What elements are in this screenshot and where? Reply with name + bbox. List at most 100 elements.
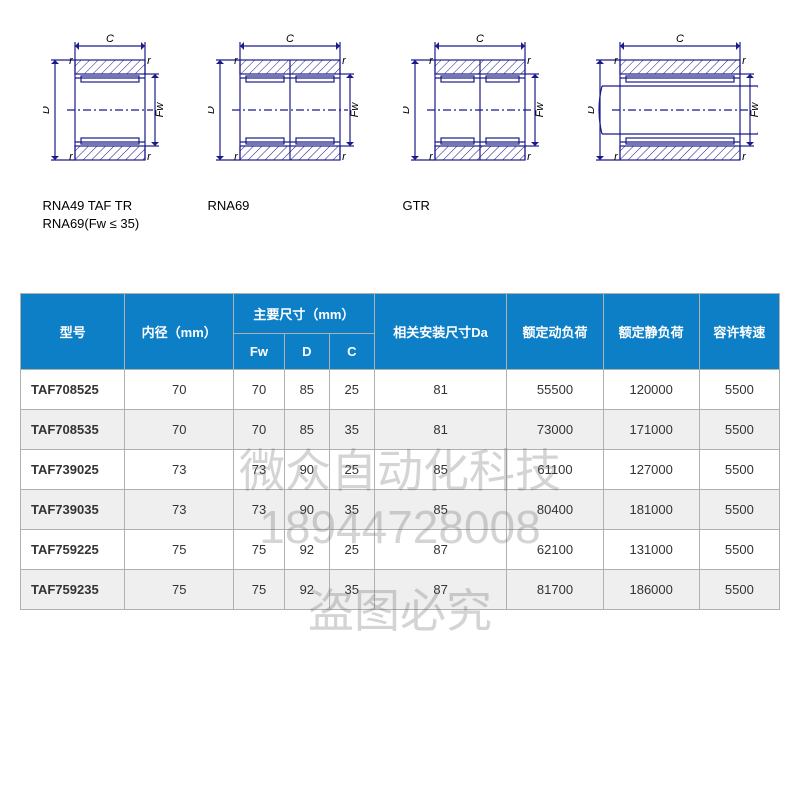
cell-c: 35 [329,570,374,610]
cell-fw: 70 [234,410,285,450]
svg-text:r: r [234,151,239,163]
cell-stat: 181000 [603,490,699,530]
cell-da: 87 [374,530,507,570]
cell-inner: 73 [125,490,234,530]
cell-fw: 70 [234,370,285,410]
table-row: TAF7592357575923587817001860005500 [21,570,780,610]
cell-spd: 5500 [699,410,779,450]
cell-dyn: 73000 [507,410,603,450]
table-row: TAF7390357373903585804001810005500 [21,490,780,530]
diagram-block: CDFwrrrrGTR [403,30,543,215]
svg-text:Fw: Fw [749,102,758,118]
cell-da: 85 [374,490,507,530]
cell-model: TAF739025 [21,450,125,490]
cell-model: TAF759225 [21,530,125,570]
svg-text:r: r [69,151,74,163]
cell-spd: 5500 [699,370,779,410]
svg-text:D: D [208,106,217,114]
svg-text:D: D [43,106,52,114]
col-inner-dia: 内径（mm） [125,294,234,370]
svg-text:C: C [106,33,114,45]
diagram-block: CDFwrrrrRNA69 [208,30,358,215]
cell-dyn: 62100 [507,530,603,570]
bearing-diagram: CDFwrrrr [403,30,543,180]
cell-inner: 70 [125,410,234,450]
cell-model: TAF759235 [21,570,125,610]
svg-text:r: r [614,55,619,67]
col-speed: 容许转速 [699,294,779,370]
cell-stat: 127000 [603,450,699,490]
cell-c: 25 [329,530,374,570]
table-row: TAF7592257575922587621001310005500 [21,530,780,570]
cell-fw: 75 [234,570,285,610]
svg-text:r: r [527,151,532,163]
cell-d: 92 [284,570,329,610]
svg-text:r: r [614,151,619,163]
cell-c: 25 [329,450,374,490]
col-d: D [284,334,329,370]
col-install-da: 相关安装尺寸Da [374,294,507,370]
svg-text:r: r [429,55,434,67]
cell-spd: 5500 [699,490,779,530]
table-row: TAF7085357070853581730001710005500 [21,410,780,450]
cell-stat: 186000 [603,570,699,610]
cell-da: 81 [374,370,507,410]
cell-fw: 73 [234,490,285,530]
cell-stat: 171000 [603,410,699,450]
col-fw: Fw [234,334,285,370]
bearing-diagram: CDFwrrrr [43,30,163,180]
diagram-label: GTR [403,197,543,215]
cell-da: 81 [374,410,507,450]
cell-inner: 75 [125,530,234,570]
col-dyn-load: 额定动负荷 [507,294,603,370]
svg-text:r: r [742,55,747,67]
cell-da: 85 [374,450,507,490]
cell-spd: 5500 [699,570,779,610]
cell-inner: 75 [125,570,234,610]
cell-dyn: 55500 [507,370,603,410]
svg-text:r: r [429,151,434,163]
cell-spd: 5500 [699,450,779,490]
bearing-diagram: CDFwrrrr [208,30,358,180]
cell-model: TAF739035 [21,490,125,530]
table-row: TAF7390257373902585611001270005500 [21,450,780,490]
table-body: TAF7085257070852581555001200005500TAF708… [21,370,780,610]
svg-text:D: D [403,106,412,114]
col-static-load: 额定静负荷 [603,294,699,370]
diagram-block: DhCDFwrrrr [588,30,758,185]
cell-spd: 5500 [699,530,779,570]
table-header: 型号 内径（mm） 主要尺寸（mm） 相关安装尺寸Da 额定动负荷 额定静负荷 … [21,294,780,370]
cell-d: 90 [284,450,329,490]
cell-d: 85 [284,410,329,450]
cell-dyn: 61100 [507,450,603,490]
cell-inner: 73 [125,450,234,490]
cell-c: 35 [329,410,374,450]
diagram-label: RNA69 [208,197,358,215]
cell-dyn: 81700 [507,570,603,610]
cell-c: 35 [329,490,374,530]
cell-inner: 70 [125,370,234,410]
cell-da: 87 [374,570,507,610]
svg-text:r: r [147,55,152,67]
svg-text:Fw: Fw [534,102,543,118]
col-c: C [329,334,374,370]
svg-text:r: r [342,151,347,163]
svg-text:Fw: Fw [349,102,358,118]
col-model: 型号 [21,294,125,370]
diagrams-row: C D Fw r r r r RNA49 TAF TRRNA69(Fw ≤ 35) C D Fw r r… [0,0,800,243]
cell-c: 25 [329,370,374,410]
cell-fw: 75 [234,530,285,570]
cell-fw: 73 [234,450,285,490]
svg-text:C: C [286,33,294,45]
spec-table: 型号 内径（mm） 主要尺寸（mm） 相关安装尺寸Da 额定动负荷 额定静负荷 … [20,293,780,610]
bearing-diagram: DhCDFwrrrr [588,30,758,180]
svg-text:r: r [742,151,747,163]
cell-d: 92 [284,530,329,570]
cell-stat: 120000 [603,370,699,410]
svg-text:r: r [147,151,152,163]
cell-model: TAF708525 [21,370,125,410]
cell-stat: 131000 [603,530,699,570]
diagram-label: RNA49 TAF TRRNA69(Fw ≤ 35) [43,197,163,233]
col-main-dims: 主要尺寸（mm） [234,294,375,334]
cell-dyn: 80400 [507,490,603,530]
